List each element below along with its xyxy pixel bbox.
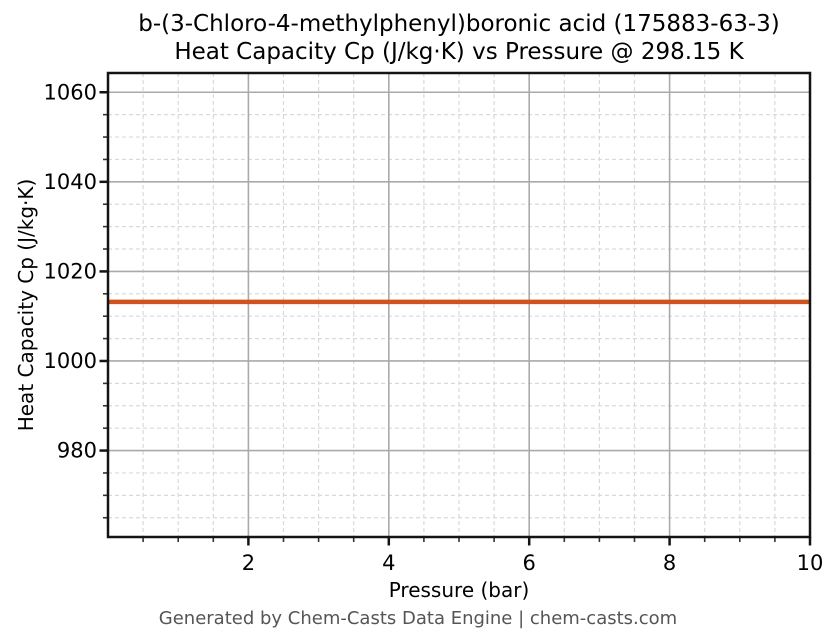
x-tick-label: 10 (797, 551, 824, 575)
plot-border (106, 71, 812, 539)
chart-title: b-(3-Chloro-4-methylphenyl)boronic acid … (108, 10, 810, 66)
y-tick-label: 1000 (44, 349, 97, 373)
y-tick-label: 1060 (44, 80, 97, 104)
x-tick-label: 2 (242, 551, 255, 575)
y-tick-label: 1040 (44, 170, 97, 194)
x-axis-label: Pressure (bar) (388, 578, 530, 602)
x-tick-label: 6 (523, 551, 536, 575)
chart-title-line1: b-(3-Chloro-4-methylphenyl)boronic acid … (138, 11, 780, 37)
y-tick-label: 980 (57, 439, 97, 463)
y-axis-label: Heat Capacity Cp (J/kg·K) (14, 179, 38, 432)
y-tick-label: 1020 (44, 259, 97, 283)
chart-title-line2: Heat Capacity Cp (J/kg·K) vs Pressure @ … (174, 39, 744, 65)
x-tick-label: 4 (382, 551, 395, 575)
footer-credit: Generated by Chem-Casts Data Engine | ch… (158, 608, 678, 629)
x-tick-label: 8 (663, 551, 676, 575)
